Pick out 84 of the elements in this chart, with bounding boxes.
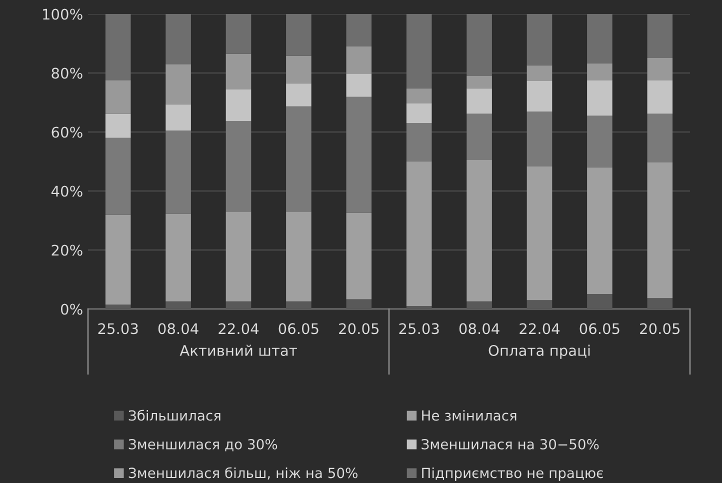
bar: [647, 14, 673, 58]
bar: [647, 298, 673, 309]
x-tick-label: 06.05: [580, 323, 620, 334]
bar: [166, 301, 191, 309]
bar: [647, 80, 673, 114]
bar: [286, 106, 312, 212]
bar: [647, 114, 673, 162]
legend-label: Зменшилася на 30−50%: [422, 438, 599, 450]
bar: [105, 138, 131, 215]
bar: [466, 160, 492, 302]
bar: [526, 300, 552, 309]
bar: [105, 304, 131, 309]
legend-label: Зменшилася більш, ніж на 50%: [128, 467, 358, 480]
bar: [346, 299, 372, 309]
x-tick-label: 08.04: [459, 323, 500, 334]
legend-label: Зменшилася до 30%: [128, 438, 278, 452]
bar: [466, 114, 492, 160]
bar: [346, 212, 372, 300]
bar: [346, 14, 372, 46]
bar: [105, 80, 131, 114]
bar: [105, 114, 131, 138]
x-tick-label: 20.05: [339, 323, 378, 334]
bar: [406, 14, 432, 88]
x-tick-label: 06.05: [278, 323, 318, 334]
bar: [286, 14, 312, 56]
text: Оплата праці: [488, 344, 590, 359]
legend-label: Збільшилася: [128, 410, 220, 421]
bar: [406, 123, 432, 162]
y-tick-label: 60%: [52, 126, 82, 138]
legend-label: Підприємство не працює: [422, 467, 603, 481]
bar: [466, 14, 492, 76]
bar: [526, 14, 552, 66]
bar: [346, 96, 372, 213]
bar: [286, 83, 312, 106]
bar: [286, 56, 312, 84]
y-tick-label: 20%: [52, 244, 82, 256]
bar: [105, 214, 131, 305]
bar: [406, 306, 432, 309]
bar: [587, 167, 612, 294]
bar: [526, 112, 552, 167]
bar: [406, 161, 432, 306]
y-tick-label: 0%: [60, 304, 82, 315]
x-tick-label: 25.03: [399, 323, 439, 334]
bar: [226, 121, 252, 212]
bar: [346, 46, 372, 74]
bar: [226, 90, 252, 122]
bar: [166, 64, 191, 104]
x-tick-label: 22.04: [218, 323, 259, 334]
y-tick-label: 100%: [43, 8, 82, 20]
bar: [226, 301, 252, 309]
bar: [226, 54, 252, 90]
bar: [647, 58, 673, 80]
bar: [647, 162, 673, 298]
x-tick-label: 22.04: [520, 323, 560, 334]
bar: [286, 301, 312, 309]
bar: [466, 301, 492, 309]
bar: [526, 80, 552, 112]
legend-label: Не змінилася: [422, 410, 516, 421]
bar: [466, 76, 492, 88]
bar: [166, 14, 191, 64]
x-tick-label: 08.04: [158, 323, 198, 334]
bar: [226, 212, 252, 302]
bar: [286, 212, 312, 302]
x-tick-label: 20.05: [640, 323, 680, 334]
y-tick-label: 40%: [51, 186, 82, 197]
bar: [587, 14, 612, 64]
bar: [587, 294, 612, 309]
bar: [105, 14, 131, 80]
bar: [346, 74, 372, 97]
bar: [406, 88, 432, 104]
bar: [226, 14, 252, 54]
text: Активний штат: [180, 344, 297, 356]
bar: [587, 63, 612, 80]
bar: [587, 80, 612, 116]
bar: [166, 104, 191, 131]
bar: [166, 214, 191, 302]
y-tick-label: 80%: [52, 68, 82, 79]
bar: [587, 116, 612, 168]
bar: [526, 65, 552, 81]
bar: [466, 88, 492, 114]
bar: [526, 166, 552, 300]
x-tick-label: 25.03: [98, 323, 138, 334]
bar: [406, 103, 432, 124]
bar: [166, 130, 191, 214]
